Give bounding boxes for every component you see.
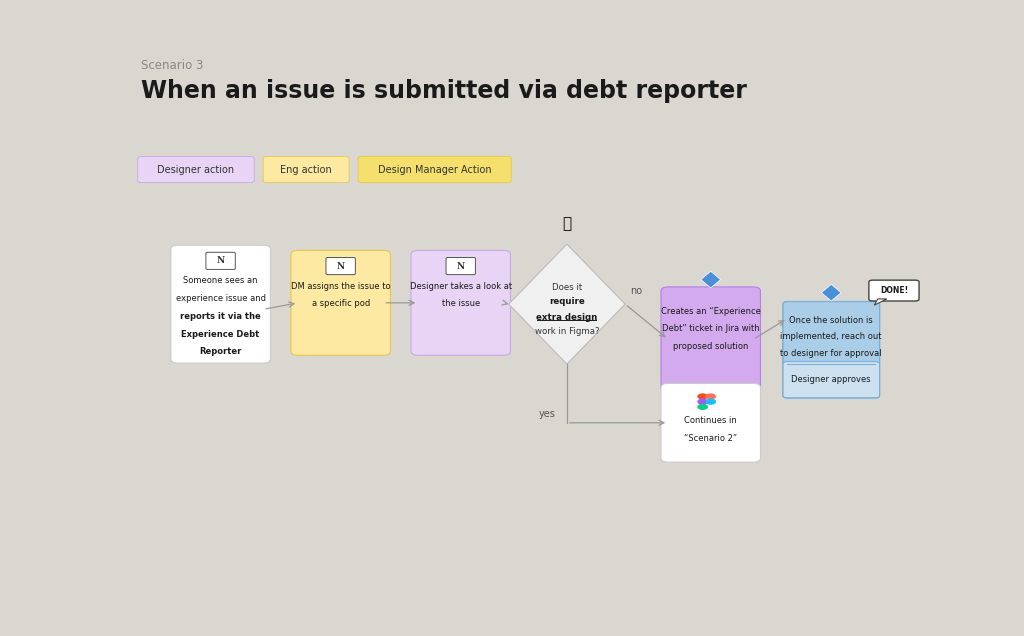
FancyBboxPatch shape <box>446 258 475 275</box>
Text: work in Figma?: work in Figma? <box>535 327 599 336</box>
Text: no: no <box>630 286 642 296</box>
Text: DM assigns the issue to: DM assigns the issue to <box>291 282 390 291</box>
Polygon shape <box>509 244 625 364</box>
FancyBboxPatch shape <box>411 251 510 356</box>
Polygon shape <box>821 284 841 301</box>
Text: the issue: the issue <box>441 300 480 308</box>
Circle shape <box>697 399 708 404</box>
Text: Debt” ticket in Jira with: Debt” ticket in Jira with <box>662 324 760 333</box>
Circle shape <box>697 393 708 399</box>
FancyBboxPatch shape <box>171 245 270 363</box>
Polygon shape <box>874 299 887 305</box>
Text: Creates an “Experience: Creates an “Experience <box>660 307 761 315</box>
Text: experience issue and: experience issue and <box>175 294 265 303</box>
Text: proposed solution: proposed solution <box>673 342 749 351</box>
Text: Design Manager Action: Design Manager Action <box>378 165 492 175</box>
Text: 🤔: 🤔 <box>562 216 571 231</box>
Text: yes: yes <box>539 408 556 418</box>
Circle shape <box>697 404 708 410</box>
Text: to designer for approval: to designer for approval <box>780 349 882 358</box>
Text: Continues in: Continues in <box>684 416 737 425</box>
Text: reports it via the: reports it via the <box>180 312 261 321</box>
FancyBboxPatch shape <box>263 156 349 183</box>
Text: Experience Debt: Experience Debt <box>181 329 260 339</box>
FancyBboxPatch shape <box>291 251 390 356</box>
Polygon shape <box>700 272 721 288</box>
Text: a specific pod: a specific pod <box>311 300 370 308</box>
Text: N: N <box>216 256 224 265</box>
FancyBboxPatch shape <box>782 361 880 398</box>
FancyBboxPatch shape <box>662 384 761 462</box>
Text: Scenario 3: Scenario 3 <box>141 59 204 72</box>
Text: When an issue is submitted via debt reporter: When an issue is submitted via debt repo… <box>141 80 748 103</box>
Text: DONE!: DONE! <box>880 286 908 295</box>
Text: Designer takes a look at: Designer takes a look at <box>410 282 512 291</box>
FancyBboxPatch shape <box>206 252 236 270</box>
Text: Does it: Does it <box>552 283 582 292</box>
Circle shape <box>706 399 716 404</box>
Text: Eng action: Eng action <box>281 165 332 175</box>
Text: extra design: extra design <box>537 313 598 322</box>
Text: Once the solution is: Once the solution is <box>790 315 873 324</box>
Text: implemented, reach out: implemented, reach out <box>780 332 882 342</box>
Text: Designer action: Designer action <box>158 165 234 175</box>
Text: require: require <box>549 297 585 306</box>
FancyBboxPatch shape <box>137 156 254 183</box>
Text: Someone sees an: Someone sees an <box>183 277 258 286</box>
Text: N: N <box>457 261 465 270</box>
Circle shape <box>706 393 716 399</box>
Text: “Scenario 2”: “Scenario 2” <box>684 434 737 443</box>
Text: N: N <box>337 261 345 270</box>
FancyBboxPatch shape <box>358 156 511 183</box>
FancyBboxPatch shape <box>868 280 920 301</box>
Text: Designer approves: Designer approves <box>792 375 871 384</box>
FancyBboxPatch shape <box>326 258 355 275</box>
FancyBboxPatch shape <box>782 301 880 367</box>
Text: Reporter: Reporter <box>200 347 242 356</box>
FancyBboxPatch shape <box>662 287 761 392</box>
